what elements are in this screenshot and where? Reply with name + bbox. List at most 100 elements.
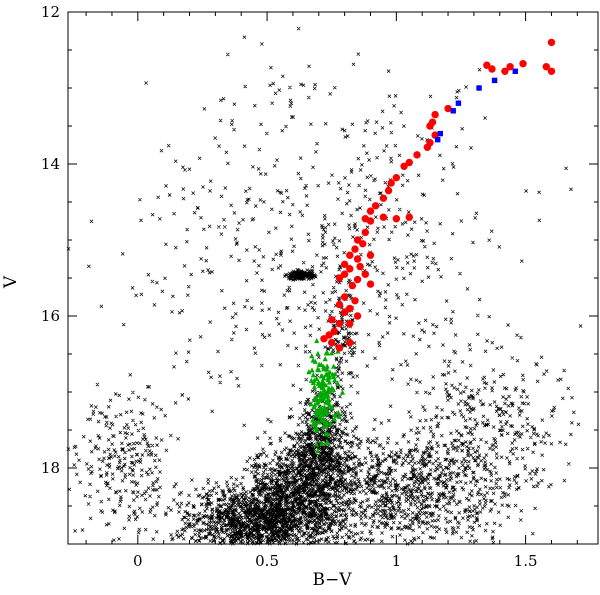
green-triangle-point <box>332 377 338 383</box>
red-circle-point <box>405 158 413 167</box>
green-triangle-point <box>316 361 322 367</box>
red-circle-point <box>328 316 336 324</box>
red-circle-point <box>361 228 370 237</box>
y-tick-label: 16 <box>41 307 60 325</box>
green-triangle-point <box>322 356 328 362</box>
red-circle-point <box>384 186 393 195</box>
green-triangle-point <box>324 440 330 446</box>
red-circle-point <box>547 67 556 75</box>
red-circle-point <box>413 151 421 159</box>
red-circle-point <box>366 251 375 259</box>
red-circle-point <box>325 331 333 339</box>
green-triangle-point <box>327 369 333 375</box>
x-tick-label: 1.5 <box>514 552 538 570</box>
green-triangle-point <box>323 399 329 405</box>
red-circle-point <box>547 38 556 47</box>
x-axis-label: B−V <box>312 570 352 590</box>
red-circle-point <box>379 194 388 202</box>
red-circle-point <box>346 251 354 259</box>
green-triangle-point <box>339 389 346 395</box>
red-circle-point <box>366 280 375 288</box>
green-triangle-point <box>316 407 322 413</box>
green-triangle-point <box>312 358 318 364</box>
green-triangle-point <box>327 374 333 380</box>
green-triangle-point <box>313 375 320 381</box>
green-triangle-point <box>323 350 329 356</box>
green-triangle-point <box>314 448 321 454</box>
red-circle-point <box>335 274 344 282</box>
red-circle-point <box>431 131 439 139</box>
red-circle-point <box>483 61 491 69</box>
green-triangle-point <box>326 385 332 391</box>
red-circle-point <box>328 338 336 347</box>
green-triangle-point <box>317 413 323 420</box>
red-circle-point <box>340 308 349 316</box>
blue-square-point <box>450 108 456 114</box>
green-triangle-point <box>324 390 330 396</box>
field-star-crosses <box>66 26 583 546</box>
red-circle-point <box>400 162 408 170</box>
y-axis-label: V <box>1 275 21 289</box>
red-circle-point <box>353 312 362 320</box>
green-triangle-point <box>308 401 314 407</box>
red-circle-point <box>348 281 357 290</box>
green-triangle-point <box>329 350 335 356</box>
red-circle-point <box>519 59 527 68</box>
blue-square-point <box>476 85 482 91</box>
field-stars-layer <box>66 26 583 546</box>
red-circle-point <box>392 173 401 182</box>
green-triangle-point <box>309 417 316 423</box>
green-triangle-point <box>331 363 337 369</box>
red-circle-point <box>335 319 344 328</box>
red-circle-point <box>371 202 380 210</box>
green-triangle-point <box>313 412 319 418</box>
green-triangle-point <box>306 369 312 375</box>
green-triangle-point <box>315 350 321 356</box>
green-triangle-point <box>311 384 318 390</box>
x-tick-label: 0.5 <box>255 552 279 570</box>
green-triangle-point <box>311 404 317 410</box>
green-triangle-point <box>319 373 325 379</box>
red-circle-point <box>366 207 375 215</box>
green-triangle-point <box>309 367 315 373</box>
red-circle-point <box>335 300 344 309</box>
red-circle-point <box>387 179 395 187</box>
red-circle-point <box>340 293 349 301</box>
green-triangle-point <box>320 411 326 417</box>
red-circle-point <box>488 65 496 73</box>
green-triangle-point <box>310 379 316 385</box>
red-circle-point <box>542 63 550 71</box>
red-circle-point <box>320 335 328 343</box>
green-triangle-point <box>327 420 334 426</box>
red-circle-point <box>335 344 344 352</box>
green-triangle-point <box>313 408 320 414</box>
green-triangle-point <box>321 404 327 410</box>
red-circle-point <box>346 338 354 347</box>
red-circle-point <box>423 143 432 151</box>
x-tick-label: 0 <box>133 552 143 570</box>
y-tick-label: 14 <box>41 155 60 173</box>
blue-square-point <box>455 100 462 106</box>
green-triangle-point <box>320 423 327 430</box>
green-triangle-point <box>310 421 316 427</box>
green-triangle-point <box>310 372 316 378</box>
blue-square-point <box>437 130 443 137</box>
red-circle-point <box>351 245 359 253</box>
green-triangle-point <box>320 377 326 384</box>
blue-square-point <box>491 77 498 84</box>
green-triangle-point <box>316 410 322 416</box>
red-circle-point <box>361 270 370 278</box>
red-circle-point <box>405 213 413 221</box>
green-triangle-point <box>315 419 322 425</box>
blue-square-point <box>512 68 518 74</box>
green-triangle-point <box>335 409 342 416</box>
red-circle-point <box>426 122 434 130</box>
green-triangle-point <box>315 366 321 372</box>
green-triangle-point <box>324 419 330 425</box>
red-circle-point <box>431 110 439 119</box>
green-triangle-point <box>313 441 320 447</box>
y-tick-label: 18 <box>41 459 60 477</box>
red-circle-point <box>346 265 354 273</box>
green-triangle-point <box>311 395 318 401</box>
red-circle-point <box>340 270 349 278</box>
